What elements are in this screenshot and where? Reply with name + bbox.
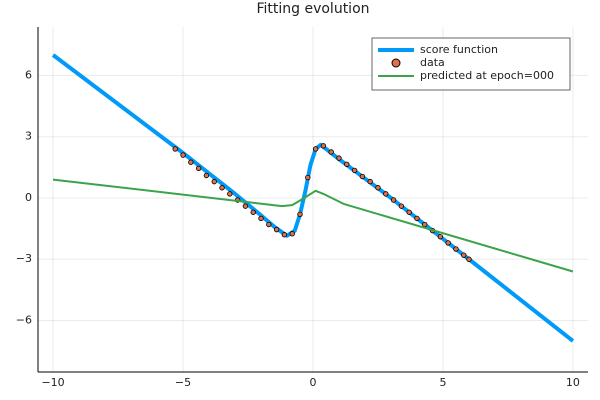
point (453, 246, 459, 252)
point (227, 191, 233, 197)
point (367, 178, 373, 185)
point (375, 185, 381, 191)
legend-label: data (420, 56, 445, 69)
point (219, 185, 225, 191)
y-tick-label: 6 (25, 68, 32, 81)
point (398, 203, 405, 209)
point (406, 209, 412, 215)
point (437, 234, 444, 240)
x-tick-label: −10 (41, 376, 64, 389)
x-tick-label: −5 (175, 376, 191, 389)
x-tick-label: 0 (310, 376, 317, 389)
point (250, 209, 256, 215)
point (461, 252, 467, 258)
point (320, 143, 327, 149)
point (242, 203, 249, 209)
y-tick-label: −6 (16, 314, 32, 327)
point (172, 146, 178, 152)
point (297, 211, 303, 218)
point (266, 221, 272, 228)
legend-label: predicted at epoch=000 (420, 69, 554, 82)
point (359, 173, 366, 180)
x-tick-label: 5 (439, 376, 446, 389)
line (52, 178, 574, 273)
point (336, 155, 342, 161)
point (351, 167, 358, 174)
point (414, 215, 420, 222)
y-tick-label: −3 (16, 252, 32, 265)
y-tick-label: 3 (25, 130, 32, 143)
point (466, 256, 472, 262)
point (273, 226, 280, 233)
point (188, 159, 194, 165)
point (312, 146, 319, 152)
point (328, 149, 334, 155)
legend-box (371, 37, 571, 91)
chart-title: Fitting evolution (256, 1, 369, 17)
legend-label: score function (420, 43, 498, 56)
point (258, 215, 264, 222)
point (289, 231, 295, 237)
point (195, 165, 202, 172)
point (344, 161, 350, 167)
y-tick-label: 0 (25, 191, 32, 204)
point (180, 152, 186, 158)
point (211, 178, 217, 185)
point (422, 221, 428, 228)
point (445, 240, 451, 246)
point (305, 174, 311, 181)
x-tick-label: 10 (566, 376, 580, 389)
point (203, 172, 210, 179)
point (390, 197, 397, 203)
legend-swatch (391, 58, 401, 68)
point (281, 232, 288, 238)
point (383, 191, 389, 197)
